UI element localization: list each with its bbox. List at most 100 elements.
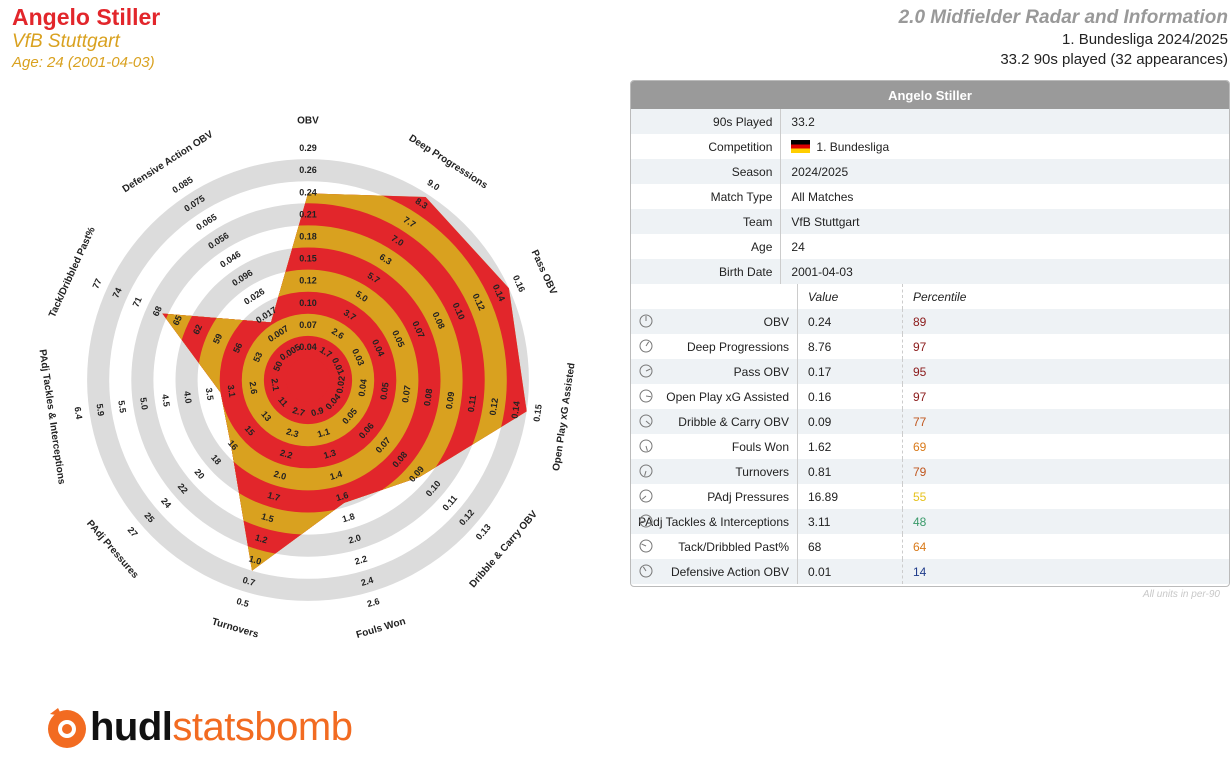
row-value-text: 33.2 [791,114,815,129]
table-title: Angelo Stiller [631,81,1229,109]
radar-tick-label: 0.08 [422,388,434,407]
radar-tick-label: 0.02 [335,375,347,394]
statsbomb-logo-icon [48,708,86,748]
metric-value: 16.89 [797,484,902,509]
radar-tick-label: 1.4 [329,469,344,482]
radar-tick-label: 5.5 [116,400,128,414]
gauge-icon [639,564,653,578]
metric-row: PAdj Tackles & Interceptions 3.11 48 [631,509,1229,534]
radar-tick-label: 0.04 [356,378,368,397]
row-value: 33.2 [780,109,1229,134]
germany-flag-icon [791,140,811,153]
metric-label: OBV [763,314,789,329]
table-row: 90s Played 33.2 [631,109,1229,134]
gauge-icon [639,489,653,503]
radar-tick-label: 2.0 [273,469,288,482]
metric-label: Open Play xG Assisted [666,389,789,404]
metric-row: Defensive Action OBV 0.01 14 [631,559,1229,584]
radar-metric-label: OBV [297,116,319,127]
radar-tick-label: 24 [159,496,173,510]
metric-label: Turnovers [735,464,789,479]
row-value-text: 2001-04-03 [791,264,853,279]
radar-tick-label: 2.6 [366,596,381,609]
team-name: VfB Stuttgart [12,31,120,52]
gauge-icon [639,389,653,403]
row-value-text: 2024/2025 [791,164,849,179]
radar-tick-label: 0.07 [400,385,412,404]
radar-tick-label: 0.14 [509,400,521,419]
radar-tick-label: 74 [111,286,124,299]
metric-label: Defensive Action OBV [670,564,789,579]
radar-tick-label: 1.3 [322,448,337,461]
row-value: 1. Bundesliga [780,134,1229,159]
metric-label: Dribble & Carry OBV [678,414,789,429]
metric-value: 0.81 [797,459,902,484]
metric-row: Dribble & Carry OBV 0.09 77 [631,409,1229,434]
metric-value: 0.17 [797,359,902,384]
row-label: 90s Played [713,114,773,129]
radar-tick-label: 5.9 [94,403,106,417]
radar-tick-label: 6.4 [73,406,85,420]
radar-tick-label: 0.7 [241,575,256,588]
radar-title: 2.0 Midfielder Radar and Information [898,7,1228,28]
radar-tick-label: 4.0 [182,390,194,404]
radar-tick-label: 16 [226,438,240,452]
gauge-icon [639,514,653,528]
metric-percentile: 64 [902,534,926,559]
metric-value: 0.24 [797,309,902,334]
radar-tick-label: 68 [151,305,164,318]
radar-tick-label: 18 [209,452,223,466]
radar-tick-label: 50 [271,360,284,373]
radar-tick-label: 22 [176,481,190,495]
metric-percentile: 97 [902,384,926,409]
table-row: Season 2024/2025 [631,159,1229,184]
metric-row: Deep Progressions 8.76 97 [631,334,1229,359]
radar-tick-label: 1.2 [254,532,269,545]
radar-tick-label: 0.09 [444,391,456,410]
radar-tick-label: 0.10 [299,298,317,308]
gauge-icon [639,364,653,378]
radar-tick-label: 0.12 [488,397,500,416]
radar-tick-label: 2.7 [291,405,306,418]
table-row: Competition 1. Bundesliga [631,134,1229,159]
row-value-text: All Matches [791,189,854,204]
metric-value: 0.16 [797,384,902,409]
player-header: Angelo Stiller VfB Stuttgart Age: 24 (20… [12,4,160,72]
gauge-icon [639,414,653,428]
radar-tick-label: 2.2 [279,448,294,461]
row-label: Season [731,164,773,179]
row-label: Competition [708,139,773,154]
radar-tick-label: 2.3 [285,426,300,439]
radar-tick-label: 1.7 [266,490,281,503]
radar-tick-label: 4.5 [160,394,172,408]
metric-percentile: 95 [902,359,926,384]
radar-tick-label: 1.6 [335,490,350,503]
metric-percentile: 69 [902,434,926,459]
radar-tick-label: 53 [251,350,264,363]
row-value: All Matches [780,184,1229,209]
radar-tick-label: 0.05 [378,382,390,401]
competition-line: 1. Bundesliga 2024/2025 [1062,31,1228,48]
metric-value: 1.62 [797,434,902,459]
logo-wordmark: hudlstatsbomb [90,702,353,752]
played-line: 33.2 90s played (32 appearances) [1000,51,1228,68]
radar-tick-label: 3.5 [204,387,216,401]
row-label: Team [743,214,773,229]
metric-percentile: 79 [902,459,926,484]
metric-value: 0.01 [797,559,902,584]
radar-tick-label: 0.18 [299,231,317,241]
metric-percentile: 48 [902,509,926,534]
metric-row: PAdj Pressures 16.89 55 [631,484,1229,509]
radar-tick-label: 62 [191,323,204,336]
info-table: Angelo Stiller 90s Played 33.2 Competition… [630,80,1230,587]
row-value: 2001-04-03 [780,259,1229,284]
radar-tick-label: 2.6 [248,381,260,395]
metric-percentile: 77 [902,409,926,434]
metric-percentile: 55 [902,484,926,509]
radar-tick-label: 0.07 [299,320,317,330]
radar-metric-label: Fouls Won [355,616,407,641]
metric-row: Pass OBV 0.17 95 [631,359,1229,384]
radar-tick-label: 59 [211,332,224,345]
table-row: Birth Date 2001-04-03 [631,259,1229,284]
table-row: Age 24 [631,234,1229,259]
